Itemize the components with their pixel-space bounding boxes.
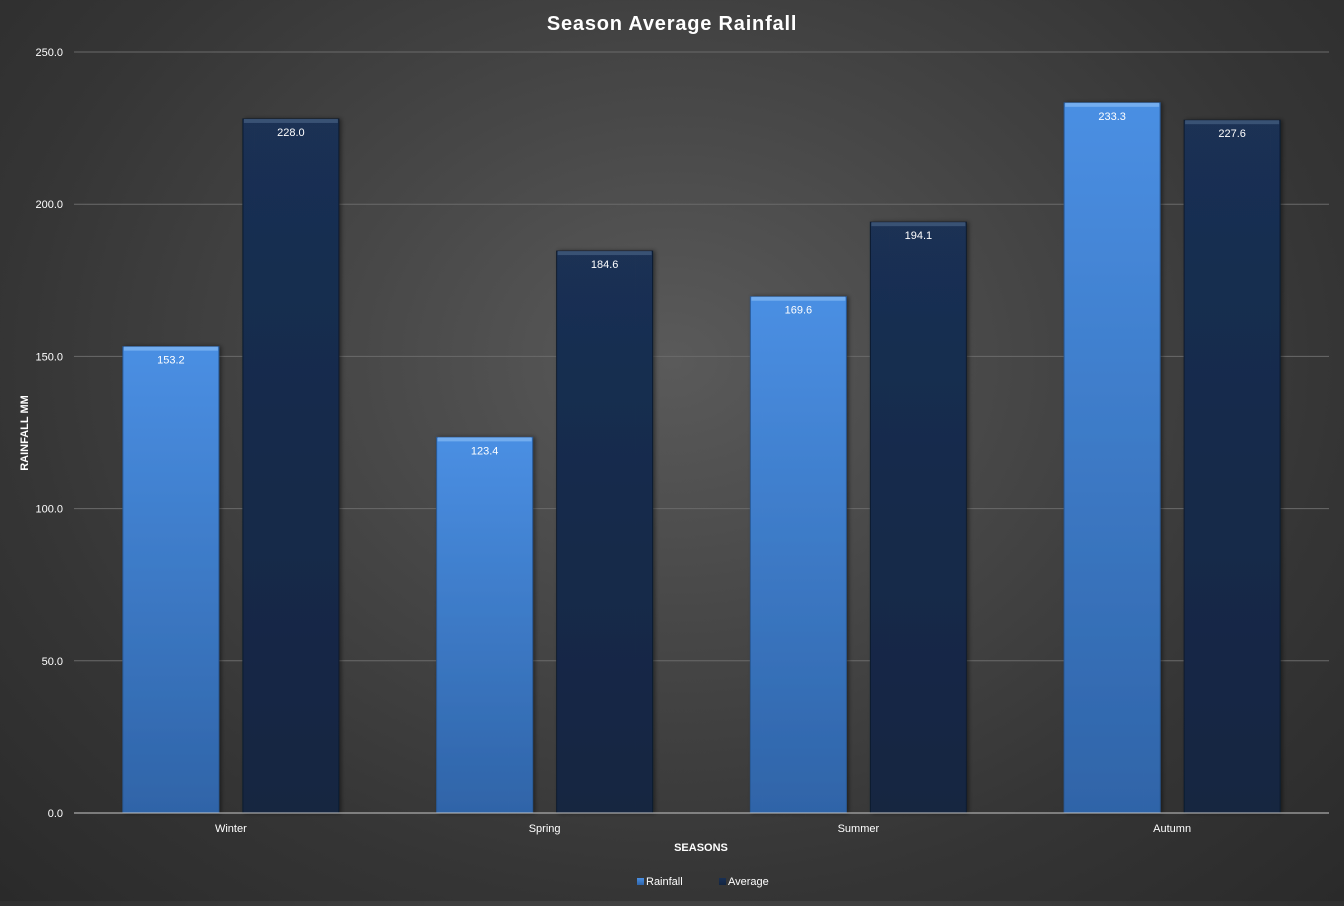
bar-average-summer (869, 221, 967, 814)
bar-rim-average-winter (243, 118, 338, 123)
bar-rainfall-winter (122, 346, 220, 814)
x-axis-ticks: Winter Spring Summer Autumn (215, 823, 1191, 835)
bar-average-spring (556, 250, 654, 814)
y-tick-label: 50.0 (42, 656, 63, 668)
x-axis-title: SEASONS (674, 842, 728, 854)
x-tick-label: Summer (838, 823, 880, 835)
x-tick-label: Winter (215, 823, 247, 835)
data-label: 123.4 (471, 445, 499, 457)
bar-average-winter (242, 118, 340, 814)
legend-swatch-average (719, 878, 726, 885)
bar-average-autumn (1183, 119, 1281, 814)
bar-rim-rainfall-autumn (1065, 102, 1160, 107)
y-axis-title: RAINFALL MM (19, 395, 31, 471)
bar-rim-average-autumn (1185, 120, 1280, 125)
bar-rim-average-summer (871, 222, 966, 227)
legend: Rainfall Average (637, 876, 769, 888)
data-label: 194.1 (905, 230, 933, 242)
data-label: 233.3 (1098, 111, 1126, 123)
data-label: 184.6 (591, 259, 619, 271)
bar-rainfall-autumn (1063, 102, 1161, 814)
data-label: 228.0 (277, 127, 305, 139)
bar-rim-average-spring (557, 251, 652, 256)
data-labels: 153.2 228.0 123.4 184.6 169.6 194.1 233.3 227.6 (157, 111, 1246, 458)
bar-rim-rainfall-spring (437, 437, 532, 442)
data-label: 227.6 (1218, 128, 1246, 140)
bar-rim-rainfall-winter (123, 346, 218, 351)
x-tick-label: Spring (529, 823, 561, 835)
legend-label-average: Average (728, 876, 769, 888)
y-tick-label: 150.0 (35, 351, 63, 363)
x-tick-label: Autumn (1153, 823, 1191, 835)
bar-rim-rainfall-summer (751, 296, 846, 301)
y-axis-ticks: 0.0 50.0 100.0 150.0 200.0 250.0 (35, 47, 63, 820)
bar-rainfall-summer (749, 296, 847, 814)
data-label: 169.6 (785, 305, 813, 317)
y-tick-label: 100.0 (35, 504, 63, 516)
y-tick-label: 200.0 (35, 199, 63, 211)
chart-title: Season Average Rainfall (547, 13, 797, 35)
legend-swatch-rainfall (637, 878, 644, 885)
bar-rainfall-spring (436, 436, 534, 814)
y-tick-label: 250.0 (35, 47, 63, 59)
data-label: 153.2 (157, 355, 185, 367)
y-tick-label: 0.0 (48, 808, 63, 820)
legend-label-rainfall: Rainfall (646, 876, 683, 888)
bars (122, 102, 1281, 814)
